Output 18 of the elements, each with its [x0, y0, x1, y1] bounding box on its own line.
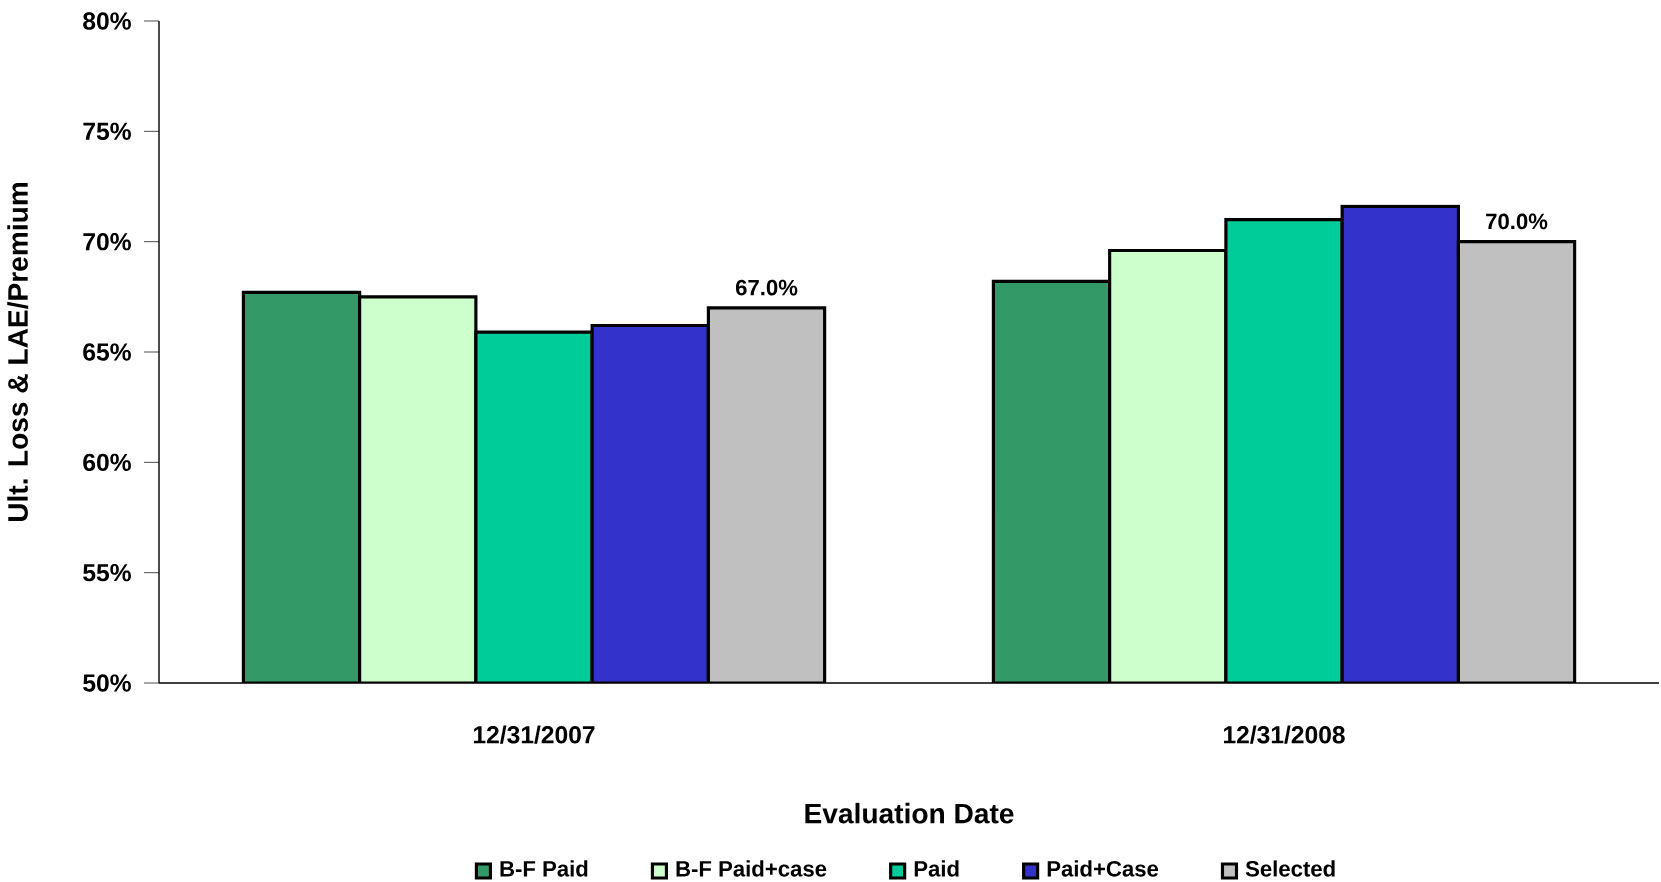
- y-tick-label: 80%: [83, 12, 131, 30]
- x-tick-label: 12/31/2008: [1224, 725, 1345, 744]
- y-tick-label: 75%: [83, 122, 131, 140]
- legend-label: B-F Paid: [500, 860, 588, 877]
- legend-label: Paid+Case: [1047, 860, 1159, 877]
- data-label: 67.0%: [735, 279, 798, 296]
- y-tick-label: 60%: [83, 453, 131, 472]
- y-tick-label: 65%: [83, 343, 131, 361]
- legend-label: Paid: [914, 860, 959, 877]
- legend-label: Selected: [1245, 860, 1335, 877]
- data-label: 70.0%: [1486, 213, 1548, 230]
- y-axis-title: Ult. Loss & LAE/Premium: [7, 182, 29, 522]
- legend-label: B-F Paid+case: [676, 860, 827, 877]
- y-tick-label: 50%: [83, 674, 131, 692]
- y-tick-label: 55%: [83, 564, 131, 582]
- x-tick-label: 12/31/2007: [473, 725, 595, 744]
- y-tick-label: 70%: [83, 233, 131, 251]
- x-axis-title: Evaluation Date: [805, 802, 1014, 824]
